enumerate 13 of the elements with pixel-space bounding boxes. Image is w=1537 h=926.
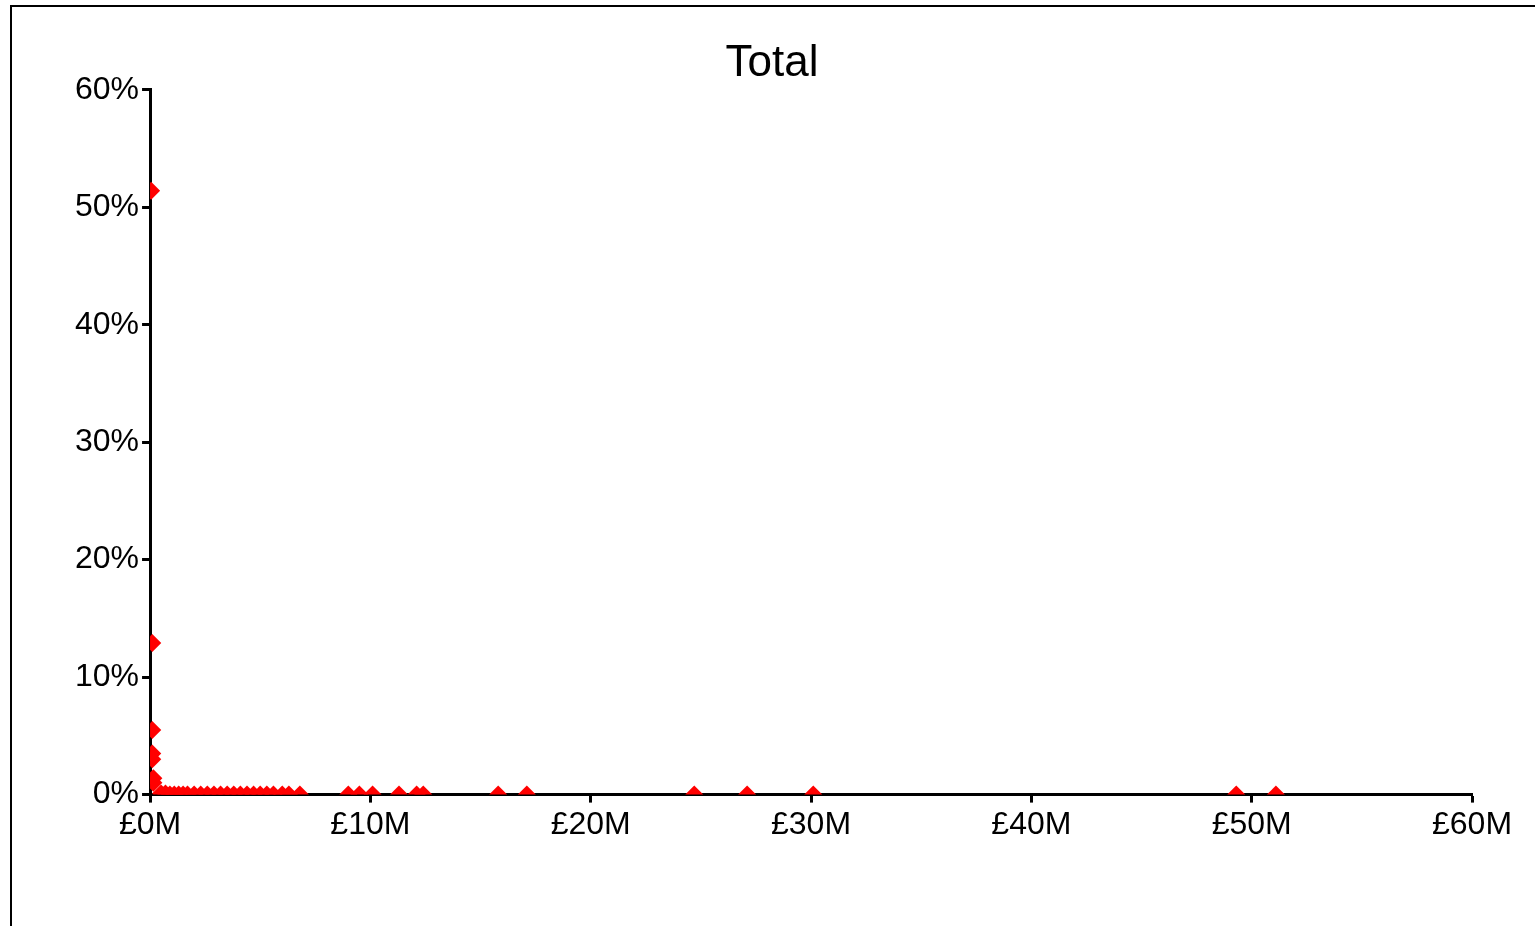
x-tick-label: £10M [330, 804, 411, 841]
x-tick-label: £20M [550, 804, 631, 841]
y-tick-label: 30% [75, 422, 140, 459]
y-tick-label: 10% [75, 656, 140, 693]
y-tick-label: 20% [75, 539, 140, 576]
chart-title: Total [725, 35, 819, 85]
x-tick-label: £40M [991, 804, 1072, 841]
y-tick-label: 40% [75, 304, 140, 341]
x-tick-label: £50M [1211, 804, 1292, 841]
x-tick-label: £60M [1431, 804, 1513, 841]
x-tick-label: £30M [771, 804, 852, 841]
y-tick-label: 60% [75, 69, 140, 106]
y-tick-label: 50% [75, 187, 140, 224]
